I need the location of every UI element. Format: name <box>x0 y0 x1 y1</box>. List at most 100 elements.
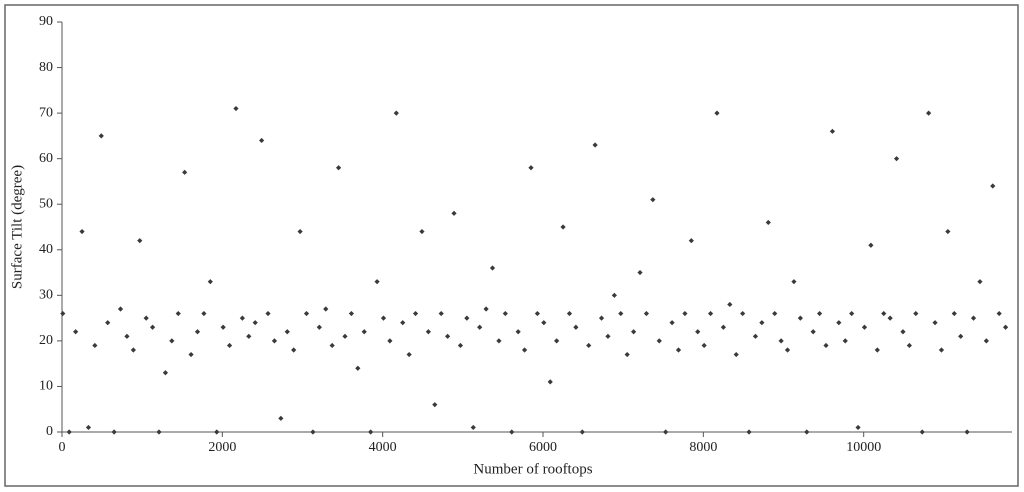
point <box>926 110 932 116</box>
point <box>521 347 528 353</box>
point <box>303 310 310 317</box>
point <box>162 370 169 376</box>
point <box>175 310 181 317</box>
point <box>464 315 470 321</box>
point <box>361 329 367 335</box>
point <box>130 347 136 353</box>
point <box>188 351 194 358</box>
point <box>893 156 900 162</box>
point <box>368 429 374 435</box>
point <box>85 424 92 431</box>
x-tick-label: 6000 <box>529 440 557 455</box>
point <box>919 429 925 435</box>
y-tick-label: 10 <box>39 379 53 394</box>
point <box>239 315 245 321</box>
point <box>425 329 431 335</box>
point <box>714 110 720 116</box>
point <box>990 183 996 189</box>
point <box>528 165 534 171</box>
point <box>701 342 707 349</box>
point <box>765 219 771 226</box>
point <box>752 333 759 339</box>
point <box>938 347 945 353</box>
point <box>412 310 419 317</box>
point <box>291 347 297 353</box>
point <box>913 310 919 317</box>
point <box>207 279 213 285</box>
point <box>874 347 880 353</box>
point <box>380 315 387 321</box>
point <box>656 338 662 344</box>
point <box>310 429 316 435</box>
x-tick-label: 0 <box>59 440 66 455</box>
y-tick-label: 40 <box>39 242 53 257</box>
point <box>387 338 393 344</box>
point <box>278 415 284 421</box>
point <box>906 342 912 349</box>
point <box>541 320 547 326</box>
point <box>400 320 406 326</box>
y-tick-label: 90 <box>39 14 53 29</box>
point <box>220 324 226 330</box>
point <box>445 333 451 339</box>
point <box>496 338 502 344</box>
point <box>194 329 201 335</box>
point <box>554 338 560 344</box>
x-axis-label: Number of rooftops <box>473 461 592 477</box>
x-tick-label: 2000 <box>208 440 236 455</box>
y-tick-label: 70 <box>39 105 53 120</box>
y-tick-label: 20 <box>39 333 53 348</box>
point <box>117 306 124 312</box>
y-tick-label: 80 <box>39 60 53 75</box>
point <box>675 347 682 353</box>
point <box>772 310 778 317</box>
point <box>688 238 694 244</box>
point <box>663 429 669 435</box>
point <box>149 324 156 330</box>
point <box>797 315 803 321</box>
point <box>624 351 630 358</box>
point <box>79 228 85 235</box>
point <box>271 338 278 344</box>
point <box>323 306 329 312</box>
point <box>297 228 303 235</box>
point <box>829 128 836 134</box>
point <box>816 310 823 317</box>
point <box>707 310 714 317</box>
point <box>547 379 553 385</box>
point <box>983 338 989 344</box>
point <box>214 429 220 435</box>
y-axis-label: Surface Tilt (degree) <box>9 165 25 289</box>
point <box>105 320 111 326</box>
point <box>477 324 483 330</box>
point <box>316 324 322 330</box>
point <box>868 242 874 248</box>
point <box>348 310 355 317</box>
point <box>406 351 412 358</box>
point <box>650 197 656 203</box>
point <box>60 310 66 317</box>
point <box>201 310 207 317</box>
point <box>226 342 233 349</box>
point <box>566 310 573 317</box>
point <box>996 310 1002 317</box>
point <box>637 269 643 276</box>
point <box>605 333 611 339</box>
point <box>1002 324 1009 330</box>
point <box>791 279 797 285</box>
x-tick-label: 8000 <box>689 440 717 455</box>
point <box>727 301 733 308</box>
point <box>900 329 906 335</box>
point <box>143 315 149 321</box>
point <box>432 402 438 408</box>
point <box>73 329 79 335</box>
x-tick-label: 10000 <box>846 440 881 455</box>
point <box>329 342 335 349</box>
point <box>374 279 380 285</box>
point <box>246 333 252 339</box>
x-tick-label: 4000 <box>369 440 397 455</box>
y-tick-label: 50 <box>39 196 53 211</box>
point <box>592 142 598 148</box>
